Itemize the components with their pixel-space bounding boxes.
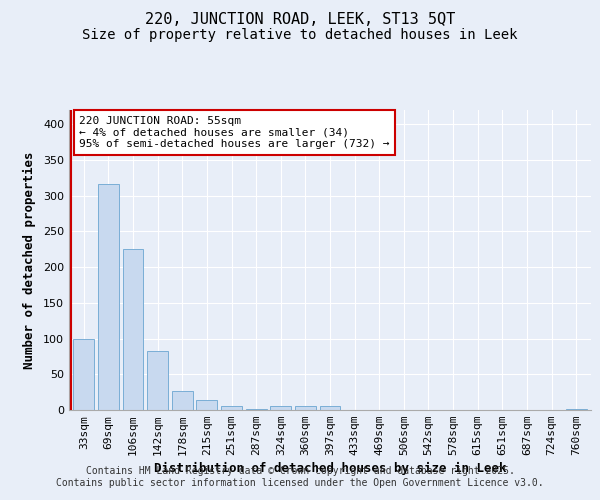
X-axis label: Distribution of detached houses by size in Leek: Distribution of detached houses by size … (154, 462, 506, 475)
Text: Size of property relative to detached houses in Leek: Size of property relative to detached ho… (82, 28, 518, 42)
Bar (320, 406, 340, 410)
Bar (270, 406, 291, 410)
Text: Contains HM Land Registry data © Crown copyright and database right 2025.
Contai: Contains HM Land Registry data © Crown c… (56, 466, 544, 487)
Text: 220, JUNCTION ROAD, LEEK, ST13 5QT: 220, JUNCTION ROAD, LEEK, ST13 5QT (145, 12, 455, 28)
Bar (147, 352, 168, 410)
Bar (245, 408, 266, 410)
Y-axis label: Number of detached properties: Number of detached properties (23, 151, 36, 369)
Bar (98, 184, 119, 410)
Bar (172, 390, 193, 410)
Bar (295, 406, 316, 410)
Bar (122, 250, 143, 410)
Bar (566, 408, 587, 410)
Bar (73, 338, 94, 410)
Bar (221, 406, 242, 410)
Bar (196, 400, 217, 410)
Text: 220 JUNCTION ROAD: 55sqm
← 4% of detached houses are smaller (34)
95% of semi-de: 220 JUNCTION ROAD: 55sqm ← 4% of detache… (79, 116, 390, 149)
